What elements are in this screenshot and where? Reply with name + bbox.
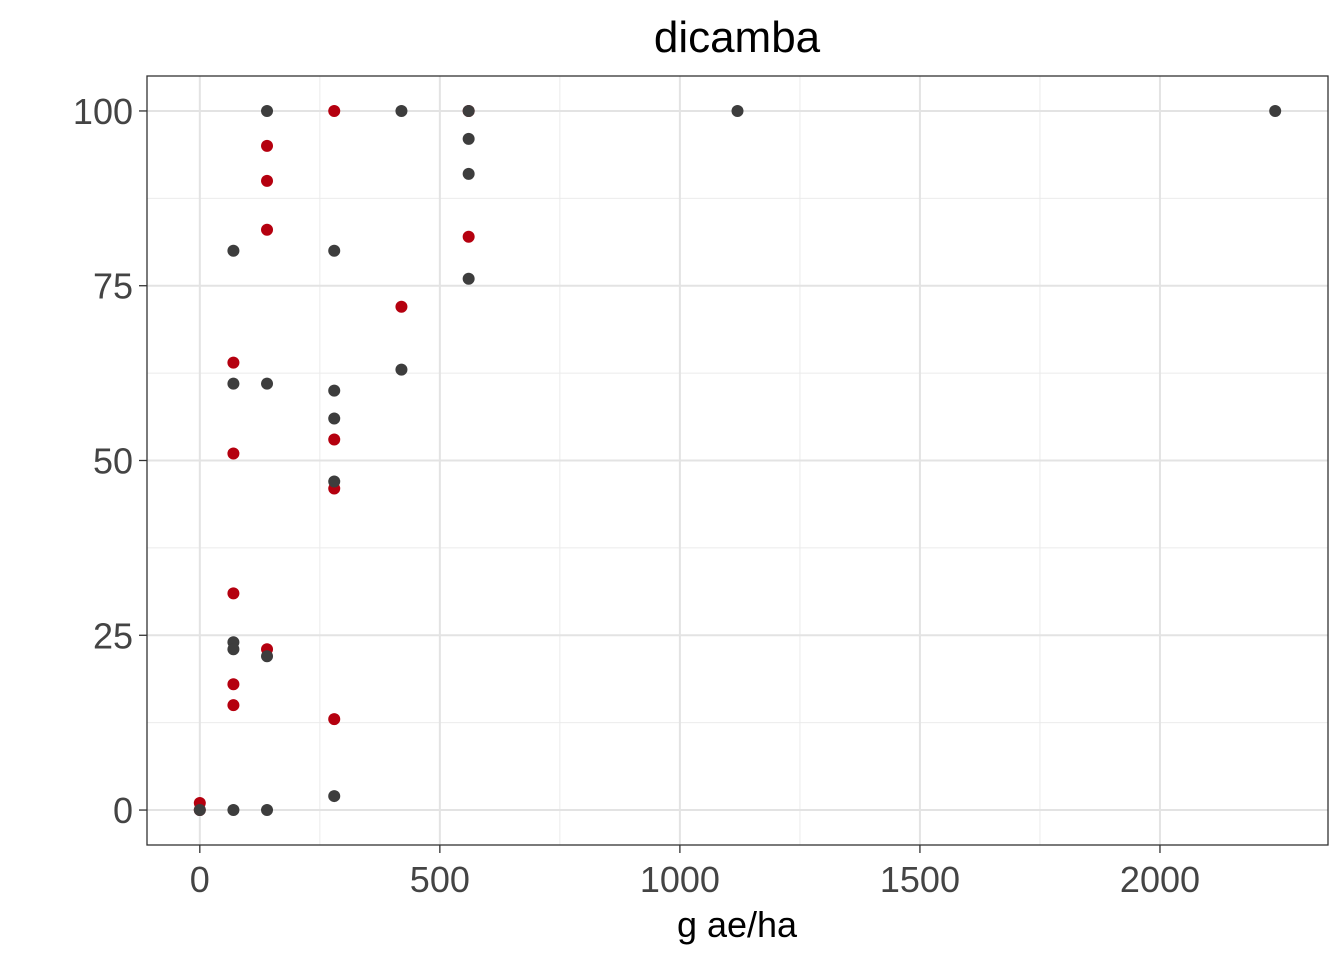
scatter-point-series-1 — [261, 223, 274, 236]
chart-title: dicamba — [654, 13, 821, 62]
scatter-point-series-2 — [328, 475, 341, 488]
y-tick-label: 25 — [93, 615, 133, 656]
y-tick-label: 50 — [93, 441, 133, 482]
scatter-point-series-2 — [1269, 104, 1282, 117]
scatter-point-series-1 — [227, 447, 240, 460]
scatter-point-series-2 — [731, 104, 744, 117]
scatter-point-series-2 — [462, 167, 475, 180]
y-tick-label: 75 — [93, 266, 133, 307]
y-tick-label: 0 — [113, 790, 133, 831]
scatter-point-series-2 — [227, 244, 240, 257]
scatter-point-series-1 — [328, 433, 341, 446]
scatter-point-series-1 — [395, 300, 408, 313]
data-points — [193, 104, 1282, 817]
scatter-point-series-1 — [462, 230, 475, 243]
scatter-point-series-1 — [328, 104, 341, 117]
scatter-point-series-2 — [328, 244, 341, 257]
scatter-point-series-1 — [227, 678, 240, 691]
x-axis-title: g ae/ha — [677, 904, 798, 945]
scatter-point-series-2 — [462, 132, 475, 145]
scatter-point-series-1 — [261, 139, 274, 152]
x-tick-label: 2000 — [1120, 859, 1200, 900]
scatter-point-series-2 — [261, 650, 274, 663]
scatter-point-series-2 — [395, 104, 408, 117]
scatter-point-series-2 — [328, 384, 341, 397]
scatter-point-series-2 — [227, 643, 240, 656]
scatter-point-series-2 — [227, 377, 240, 390]
scatter-point-series-2 — [193, 804, 206, 817]
scatter-point-series-2 — [328, 412, 341, 425]
scatter-point-series-2 — [462, 272, 475, 285]
scatter-point-series-2 — [227, 804, 240, 817]
y-axis: 0 25 50 75 100 — [73, 91, 147, 831]
x-tick-label: 0 — [190, 859, 210, 900]
scatter-point-series-2 — [261, 104, 274, 117]
minor-grid — [147, 76, 1328, 845]
scatter-point-series-2 — [261, 377, 274, 390]
scatter-point-series-2 — [395, 363, 408, 376]
scatter-point-series-1 — [261, 174, 274, 187]
scatter-point-series-2 — [261, 804, 274, 817]
scatter-point-series-2 — [328, 790, 341, 803]
scatter-point-series-1 — [227, 356, 240, 369]
scatter-point-series-1 — [227, 587, 240, 600]
x-tick-label: 500 — [410, 859, 470, 900]
x-axis: 0 500 1000 1500 2000 — [190, 845, 1200, 900]
scatter-point-series-2 — [462, 104, 475, 117]
x-tick-label: 1500 — [880, 859, 960, 900]
y-tick-label: 100 — [73, 91, 133, 132]
scatter-point-series-1 — [328, 713, 341, 726]
x-tick-label: 1000 — [640, 859, 720, 900]
scatter-point-series-1 — [227, 699, 240, 712]
